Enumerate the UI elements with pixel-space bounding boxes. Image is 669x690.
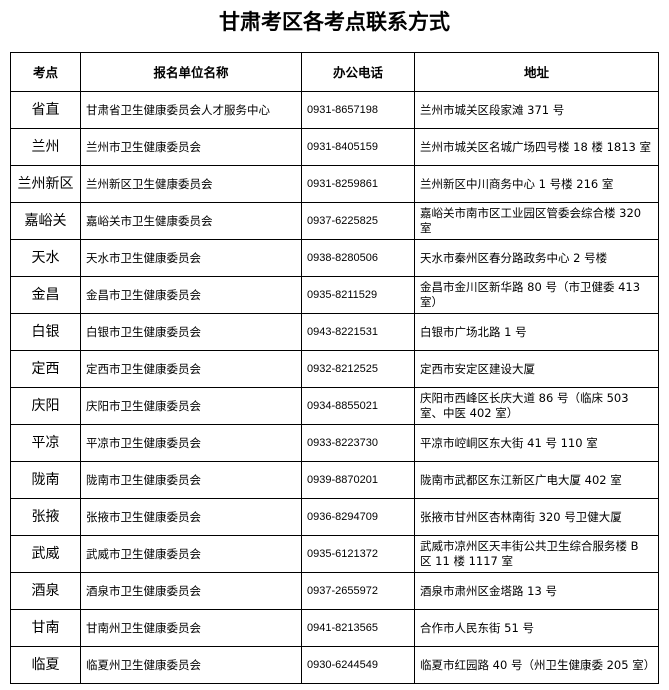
table-row: 省直 甘肃省卫生健康委员会人才服务中心 0931-8657198 兰州市城关区段家滩 … [10, 91, 659, 129]
phone: 0935-8211529 [301, 276, 415, 314]
unit-name: 陇南市卫生健康委员会 [80, 461, 302, 499]
phone: 0931-8657198 [301, 91, 415, 129]
exam-site: 平凉 [10, 424, 81, 462]
unit-name: 平凉市卫生健康委员会 [80, 424, 302, 462]
address: 武威市凉州区天丰街公共卫生综合服务楼 B 区 11 楼 1117 室 [414, 535, 659, 573]
table-row: 兰州 兰州市卫生健康委员会 0931-8405159 兰州市城关区名城广场四号楼 18… [10, 128, 659, 166]
phone: 0939-8870201 [301, 461, 415, 499]
address: 庆阳市西峰区长庆大道 86 号（临床 503 室、中医 402 室） [414, 387, 659, 425]
unit-name: 酒泉市卫生健康委员会 [80, 572, 302, 610]
unit-name: 兰州市卫生健康委员会 [80, 128, 302, 166]
address: 陇南市武都区东江新区广电大厦 402 室 [414, 461, 659, 499]
table-row: 白银 白银市卫生健康委员会 0943-8221531 白银市广场北路 1 号 [10, 313, 659, 351]
unit-name: 天水市卫生健康委员会 [80, 239, 302, 277]
unit-name: 定西市卫生健康委员会 [80, 350, 302, 388]
unit-name: 甘肃省卫生健康委员会人才服务中心 [80, 91, 302, 129]
unit-name: 兰州新区卫生健康委员会 [80, 165, 302, 203]
unit-name: 张掖市卫生健康委员会 [80, 498, 302, 536]
exam-site: 甘南 [10, 609, 81, 647]
unit-name: 嘉峪关市卫生健康委员会 [80, 202, 302, 240]
phone: 0937-6225825 [301, 202, 415, 240]
address: 酒泉市肃州区金塔路 13 号 [414, 572, 659, 610]
address: 白银市广场北路 1 号 [414, 313, 659, 351]
table-row: 定西 定西市卫生健康委员会 0932-8212525 定西市安定区建设大厦 [10, 350, 659, 388]
phone: 0938-8280506 [301, 239, 415, 277]
exam-site: 张掖 [10, 498, 81, 536]
table-row: 天水 天水市卫生健康委员会 0938-8280506 天水市秦州区春分路政务中心 2 … [10, 239, 659, 277]
address: 平凉市崆峒区东大街 41 号 110 室 [414, 424, 659, 462]
unit-name: 庆阳市卫生健康委员会 [80, 387, 302, 425]
phone: 0932-8212525 [301, 350, 415, 388]
table-body: 省直 甘肃省卫生健康委员会人才服务中心 0931-8657198 兰州市城关区段家滩 … [10, 91, 659, 684]
address: 兰州市城关区名城广场四号楼 18 楼 1813 室 [414, 128, 659, 166]
address: 嘉峪关市南市区工业园区管委会综合楼 320 室 [414, 202, 659, 240]
table-row: 甘南 甘南州卫生健康委员会 0941-8213565 合作市人民东街 51 号 [10, 609, 659, 647]
exam-site: 天水 [10, 239, 81, 277]
table-row: 陇南 陇南市卫生健康委员会 0939-8870201 陇南市武都区东江新区广电大厦 4… [10, 461, 659, 499]
exam-site: 临夏 [10, 646, 81, 684]
unit-name: 甘南州卫生健康委员会 [80, 609, 302, 647]
phone: 0931-8405159 [301, 128, 415, 166]
table-row: 金昌 金昌市卫生健康委员会 0935-8211529 金昌市金川区新华路 80 号（市… [10, 276, 659, 314]
phone: 0931-8259861 [301, 165, 415, 203]
address: 兰州新区中川商务中心 1 号楼 216 室 [414, 165, 659, 203]
address: 定西市安定区建设大厦 [414, 350, 659, 388]
unit-name: 武威市卫生健康委员会 [80, 535, 302, 573]
header-cell: 地址 [414, 52, 659, 92]
table-row: 嘉峪关 嘉峪关市卫生健康委员会 0937-6225825 嘉峪关市南市区工业园区管委会… [10, 202, 659, 240]
exam-site: 兰州新区 [10, 165, 81, 203]
contact-table: 考点 报名单位名称 办公电话 地址 省直 甘肃省卫生健康委员会人才服务中心 0931-86… [10, 52, 659, 684]
exam-site: 省直 [10, 91, 81, 129]
unit-name: 临夏州卫生健康委员会 [80, 646, 302, 684]
header-cell: 报名单位名称 [80, 52, 302, 92]
table-row: 庆阳 庆阳市卫生健康委员会 0934-8855021 庆阳市西峰区长庆大道 86 号（… [10, 387, 659, 425]
phone: 0930-6244549 [301, 646, 415, 684]
phone: 0943-8221531 [301, 313, 415, 351]
address: 天水市秦州区春分路政务中心 2 号楼 [414, 239, 659, 277]
exam-site: 嘉峪关 [10, 202, 81, 240]
address: 金昌市金川区新华路 80 号（市卫健委 413 室） [414, 276, 659, 314]
table-row: 武威 武威市卫生健康委员会 0935-6121372 武威市凉州区天丰街公共卫生综合服… [10, 535, 659, 573]
header-row: 考点 报名单位名称 办公电话 地址 [10, 52, 659, 92]
address: 合作市人民东街 51 号 [414, 609, 659, 647]
address: 张掖市甘州区杏林南街 320 号卫健大厦 [414, 498, 659, 536]
header-cell: 考点 [10, 52, 81, 92]
header-cell: 办公电话 [301, 52, 415, 92]
address: 临夏市红园路 40 号（州卫生健康委 205 室） [414, 646, 659, 684]
exam-site: 陇南 [10, 461, 81, 499]
exam-site: 兰州 [10, 128, 81, 166]
unit-name: 金昌市卫生健康委员会 [80, 276, 302, 314]
exam-site: 庆阳 [10, 387, 81, 425]
exam-site: 酒泉 [10, 572, 81, 610]
phone: 0935-6121372 [301, 535, 415, 573]
exam-site: 白银 [10, 313, 81, 351]
exam-site: 定西 [10, 350, 81, 388]
exam-site: 武威 [10, 535, 81, 573]
table-row: 张掖 张掖市卫生健康委员会 0936-8294709 张掖市甘州区杏林南街 320 号… [10, 498, 659, 536]
table-row: 酒泉 酒泉市卫生健康委员会 0937-2655972 酒泉市肃州区金塔路 13 号 [10, 572, 659, 610]
phone: 0937-2655972 [301, 572, 415, 610]
exam-site: 金昌 [10, 276, 81, 314]
phone: 0936-8294709 [301, 498, 415, 536]
table-row: 兰州新区 兰州新区卫生健康委员会 0931-8259861 兰州新区中川商务中心 1 … [10, 165, 659, 203]
phone: 0934-8855021 [301, 387, 415, 425]
phone: 0941-8213565 [301, 609, 415, 647]
table-row: 平凉 平凉市卫生健康委员会 0933-8223730 平凉市崆峒区东大街 41 号 1… [10, 424, 659, 462]
title: 甘肃考区各考点联系方式 [219, 9, 450, 34]
phone: 0933-8223730 [301, 424, 415, 462]
unit-name: 白银市卫生健康委员会 [80, 313, 302, 351]
address: 兰州市城关区段家滩 371 号 [414, 91, 659, 129]
table-row: 临夏 临夏州卫生健康委员会 0930-6244549 临夏市红园路 40 号（州卫生健… [10, 646, 659, 684]
